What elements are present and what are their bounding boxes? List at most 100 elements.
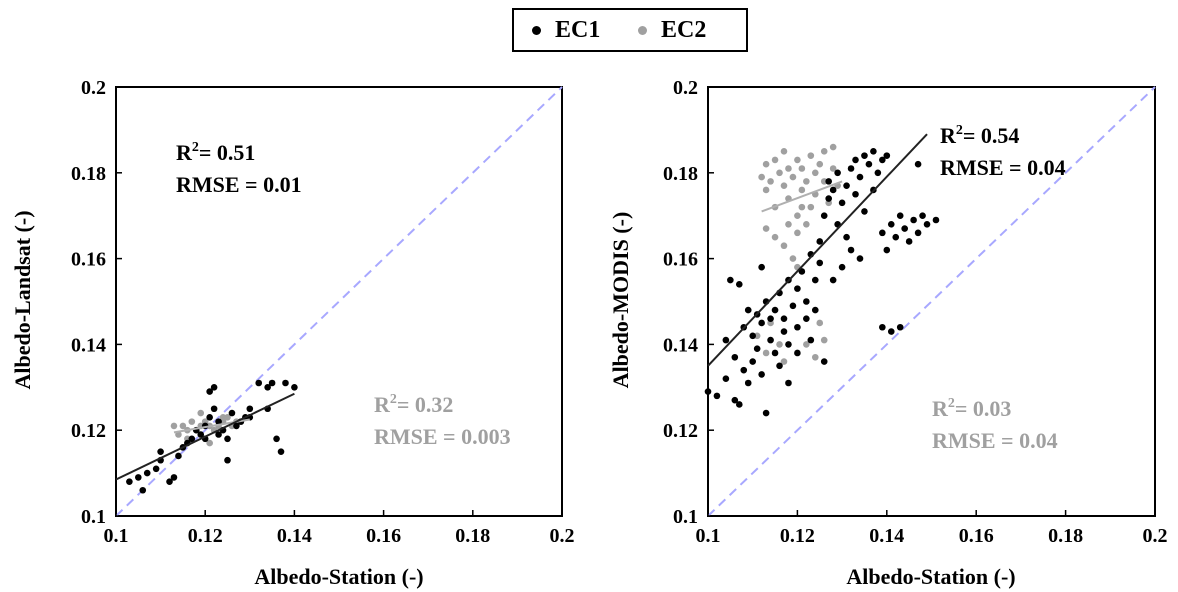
data-point-ec2 xyxy=(780,182,788,189)
data-point-ec1 xyxy=(273,435,280,443)
annotation-r2-ec1: R2= 0.51 xyxy=(176,140,255,165)
data-point-ec1 xyxy=(820,358,828,365)
x-tick-label-left: 0.16 xyxy=(366,525,401,547)
data-point-ec1 xyxy=(206,388,213,395)
data-point-ec1 xyxy=(780,328,788,335)
data-point-ec2 xyxy=(179,422,187,430)
identity-line-right xyxy=(707,86,1156,517)
data-point-ec1 xyxy=(785,341,792,348)
data-point-ec1 xyxy=(794,349,801,357)
data-point-ec1 xyxy=(838,263,846,271)
data-point-ec1 xyxy=(852,190,859,198)
legend-label-ec2: EC2 xyxy=(661,16,707,43)
data-point-ec2 xyxy=(780,148,788,155)
data-point-ec2 xyxy=(794,156,801,164)
legend: EC1 EC2 xyxy=(512,8,748,52)
y-axis-label-left: Albedo-Landsat (-) xyxy=(10,210,35,389)
y-tick-label-right: 0.12 xyxy=(663,420,698,442)
data-point-ec1 xyxy=(767,336,774,344)
annotation-rmse-ec2: RMSE = 0.003 xyxy=(374,424,511,449)
legend-marker-ec2 xyxy=(638,25,647,35)
data-point-ec1 xyxy=(874,169,882,177)
data-point-ec2 xyxy=(780,358,788,365)
x-tick-label-left: 0.14 xyxy=(277,525,312,547)
y-tick-label-left: 0.14 xyxy=(71,334,106,356)
data-point-ec1 xyxy=(224,456,231,464)
data-point-ec1 xyxy=(825,195,832,202)
x-tick-label-right: 0.1 xyxy=(696,525,721,547)
data-point-ec2 xyxy=(816,319,824,327)
data-point-ec1 xyxy=(268,379,276,387)
data-point-ec1 xyxy=(785,379,792,387)
data-point-ec1 xyxy=(175,452,182,460)
data-point-ec2 xyxy=(780,242,788,250)
identity-line-left xyxy=(115,86,563,517)
data-point-ec1 xyxy=(847,246,855,254)
legend-marker-ec1 xyxy=(532,25,541,35)
data-point-ec2 xyxy=(767,178,774,185)
chart-panel-right: 0.1 0.12 0.14 0.16 0.18 0.2 0.1 0.12 0.14 0.16 0.1… xyxy=(608,77,1168,589)
data-point-ec1 xyxy=(856,173,864,181)
data-point-ec1 xyxy=(771,349,779,357)
legend-item-ec2: EC2 xyxy=(638,10,706,50)
x-tick-label-left: 0.1 xyxy=(104,525,129,547)
data-point-ec1 xyxy=(166,478,173,485)
fit-line-ec2 xyxy=(761,180,843,213)
y-axis-label-right: Albedo-MODIS (-) xyxy=(608,212,633,389)
data-point-ec2 xyxy=(776,341,783,348)
data-point-ec2 xyxy=(789,173,797,181)
data-point-ec2 xyxy=(794,212,801,219)
data-point-ec2 xyxy=(829,165,837,172)
y-tick-label-left: 0.16 xyxy=(71,249,106,271)
data-point-ec1 xyxy=(126,478,133,485)
data-point-ec1 xyxy=(735,401,743,408)
x-tick-label-right: 0.18 xyxy=(1048,525,1083,547)
data-point-ec2 xyxy=(803,178,810,185)
y-tick-label-left: 0.18 xyxy=(71,163,106,185)
data-point-ec1 xyxy=(282,379,289,387)
data-point-ec2 xyxy=(820,148,828,155)
annotation-r2-ec2: R2= 0.03 xyxy=(932,396,1011,421)
chart-panel-left: 0.1 0.12 0.14 0.16 0.18 0.2 0.1 0.12 0.14 0.16 0.1… xyxy=(10,77,575,589)
data-point-ec2 xyxy=(771,233,779,241)
data-point-ec2 xyxy=(188,418,196,425)
y-tick-label-right: 0.1 xyxy=(673,506,698,528)
annotation-rmse-ec1: RMSE = 0.04 xyxy=(940,155,1066,180)
data-point-ec1 xyxy=(780,315,788,322)
x-tick-label-left: 0.12 xyxy=(188,525,223,547)
x-tick-label-right: 0.2 xyxy=(1143,525,1168,547)
data-point-ec1 xyxy=(228,409,236,417)
data-point-ec1 xyxy=(735,281,743,288)
y-tick-label-left: 0.2 xyxy=(81,77,106,99)
data-point-ec1 xyxy=(811,276,819,284)
data-point-ec1 xyxy=(816,238,824,245)
data-point-ec1 xyxy=(749,332,756,340)
data-point-ec1 xyxy=(767,315,774,322)
data-point-ec1 xyxy=(771,306,779,314)
data-point-ec1 xyxy=(197,431,205,438)
data-point-ec2 xyxy=(785,165,792,172)
data-point-ec2 xyxy=(197,409,205,417)
data-point-ec1 xyxy=(865,160,873,168)
data-point-ec1 xyxy=(135,474,142,481)
x-tick-label-right: 0.12 xyxy=(780,525,815,547)
data-point-ec1 xyxy=(843,233,850,241)
data-point-ec2 xyxy=(798,186,806,194)
data-point-ec1 xyxy=(224,435,231,443)
data-point-ec1 xyxy=(883,246,891,254)
data-point-ec1 xyxy=(856,255,864,262)
data-point-ec1 xyxy=(246,405,254,413)
data-point-ec1 xyxy=(861,208,868,215)
data-point-ec1 xyxy=(758,371,765,378)
data-point-ec1 xyxy=(210,384,218,391)
data-point-ec1 xyxy=(215,431,222,438)
data-point-ec1 xyxy=(740,366,748,374)
data-point-ec1 xyxy=(713,392,721,400)
data-point-ec1 xyxy=(143,469,151,477)
data-point-ec1 xyxy=(776,362,783,370)
annotation-rmse-ec1: RMSE = 0.01 xyxy=(176,172,302,197)
data-point-ec2 xyxy=(807,152,815,159)
data-point-ec1 xyxy=(798,268,806,275)
data-point-ec1 xyxy=(255,379,263,387)
data-point-ec2 xyxy=(785,220,792,228)
